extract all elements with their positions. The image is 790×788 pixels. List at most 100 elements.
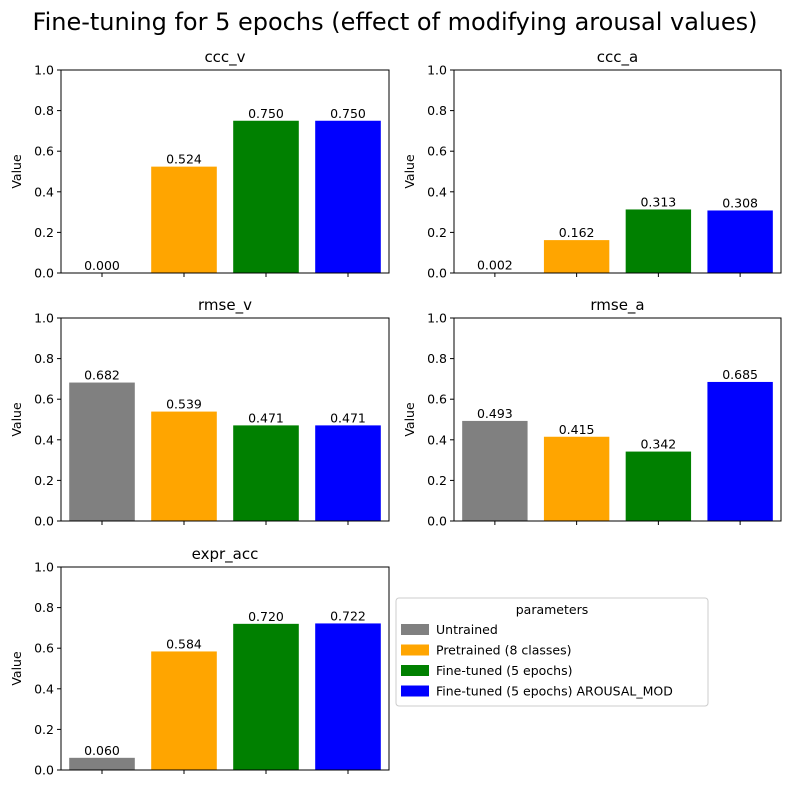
subplot-title: ccc_a — [597, 48, 638, 67]
subplot-expr-acc: expr_acc Value 0.0 0.2 0.4 0.6 0.8 1.0 0.060 0.58… — [9, 545, 390, 778]
axes-frame — [60, 566, 390, 771]
bar-untrained — [69, 757, 135, 770]
data-label: 0.162 — [559, 225, 595, 240]
figure-title: Fine-tuning for 5 epochs (effect of modi… — [33, 8, 758, 36]
bar-fine-tuned-5-epochs — [625, 209, 692, 273]
bar-fine-tuned-5-epochs-arousal-mod — [707, 381, 773, 521]
subplot-title: rmse_a — [590, 296, 644, 315]
subplot-rmse-v: rmse_v Value 0.0 0.2 0.4 0.6 0.8 1.0 0.682 0.539 0… — [9, 296, 390, 529]
data-label: 0.000 — [84, 258, 120, 273]
y-axis-label: Value — [9, 402, 24, 437]
y-axis-label: Value — [9, 651, 24, 686]
y-tick-label: 0.0 — [34, 514, 54, 529]
legend-label: Fine-tuned (5 epochs) AROUSAL_MOD — [436, 684, 673, 699]
data-label: 0.584 — [166, 636, 202, 651]
legend-label: Pretrained (8 classes) — [436, 643, 571, 658]
legend-frame — [395, 597, 709, 707]
y-tick-label: 0.4 — [34, 432, 54, 447]
data-label: 0.313 — [640, 194, 676, 209]
bar-untrained — [69, 382, 135, 521]
y-tick-label: 0.6 — [34, 392, 54, 407]
data-label: 0.720 — [248, 609, 284, 624]
legend-label: Untrained — [436, 622, 498, 637]
y-tick-label: 0.8 — [427, 103, 447, 118]
y-tick-label: 0.6 — [34, 144, 54, 159]
y-tick-label: 0.2 — [34, 722, 54, 737]
bar-fine-tuned-5-epochs-arousal-mod — [707, 210, 773, 273]
axes-frame — [453, 317, 782, 522]
y-tick-label: 1.0 — [427, 311, 447, 326]
legend-label: Fine-tuned (5 epochs) — [436, 663, 572, 678]
data-label: 0.415 — [559, 422, 595, 437]
data-label: 0.750 — [330, 106, 366, 121]
axes-frame — [60, 317, 390, 522]
y-tick-label: 0.4 — [34, 681, 54, 696]
subplot-rmse-a: rmse_a Value 0.0 0.2 0.4 0.6 0.8 1.0 0.493 0.415 0… — [402, 296, 782, 529]
data-label: 0.308 — [722, 195, 758, 210]
y-tick-label: 0.0 — [427, 514, 447, 529]
y-axis-label: Value — [9, 154, 24, 189]
y-tick-label: 0.6 — [427, 144, 447, 159]
bar-pretrained-8-classes — [151, 651, 217, 770]
bar-fine-tuned-5-epochs — [233, 623, 299, 770]
y-tick-label: 0.2 — [427, 225, 447, 240]
y-tick-label: 1.0 — [427, 63, 447, 78]
axes-frame — [60, 69, 390, 274]
legend-swatch-pretrained-8-classes — [401, 644, 429, 656]
data-label: 0.002 — [477, 258, 513, 273]
subplot-title: ccc_v — [204, 48, 245, 67]
bar-fine-tuned-5-epochs — [233, 120, 299, 273]
y-tick-label: 1.0 — [34, 560, 54, 575]
bar-pretrained-8-classes — [151, 166, 217, 273]
y-tick-label: 0.2 — [34, 225, 54, 240]
bar-pretrained-8-classes — [543, 240, 610, 273]
legend-swatch-untrained — [401, 624, 429, 635]
y-tick-label: 0.0 — [427, 266, 447, 281]
legend-swatch-fine-tuned-5-epochs — [401, 665, 429, 676]
y-tick-label: 0.6 — [34, 641, 54, 656]
y-tick-label: 0.8 — [34, 600, 54, 615]
y-tick-label: 0.2 — [34, 473, 54, 488]
bar-fine-tuned-5-epochs-arousal-mod — [315, 120, 381, 273]
y-axis-label: Value — [402, 402, 417, 437]
data-label: 0.493 — [477, 406, 513, 421]
y-tick-label: 1.0 — [34, 311, 54, 326]
bar-untrained — [462, 420, 528, 521]
legend-items: Untrained Pretrained (8 classes) Fine-tune… — [401, 622, 673, 699]
y-tick-label: 0.0 — [34, 763, 54, 778]
y-tick-label: 0.8 — [427, 351, 447, 366]
data-label: 0.722 — [330, 608, 366, 623]
y-tick-label: 0.4 — [427, 432, 447, 447]
data-label: 0.342 — [640, 437, 676, 452]
subplot-ccc-v: ccc_v Value 0.0 0.2 0.4 0.6 0.8 1.0 0.000 0.524 0.… — [9, 48, 390, 281]
subplot-title: rmse_v — [198, 296, 252, 315]
bar-pretrained-8-classes — [151, 411, 217, 521]
legend-title: parameters — [516, 602, 589, 617]
data-label: 0.060 — [84, 743, 120, 758]
data-label: 0.682 — [84, 368, 120, 383]
bar-fine-tuned-5-epochs-arousal-mod — [315, 425, 381, 521]
subplot-ccc-a: ccc_a Value 0.0 0.2 0.4 0.6 0.8 1.0 0.002 0.162 0.… — [402, 48, 782, 281]
data-label: 0.685 — [722, 367, 758, 382]
y-tick-label: 1.0 — [34, 63, 54, 78]
y-tick-label: 0.6 — [427, 392, 447, 407]
y-axis-label: Value — [402, 154, 417, 189]
y-tick-label: 0.0 — [34, 266, 54, 281]
y-tick-label: 0.4 — [34, 184, 54, 199]
bar-fine-tuned-5-epochs — [233, 425, 299, 521]
data-label: 0.471 — [248, 410, 284, 425]
y-tick-label: 0.8 — [34, 351, 54, 366]
y-tick-label: 0.8 — [34, 103, 54, 118]
data-label: 0.524 — [166, 152, 202, 167]
bar-fine-tuned-5-epochs — [625, 451, 692, 521]
data-label: 0.750 — [248, 106, 284, 121]
legend: parameters Untrained Pretrained (8 classe… — [395, 597, 709, 707]
bar-fine-tuned-5-epochs-arousal-mod — [315, 623, 381, 770]
data-label: 0.539 — [166, 397, 202, 412]
legend-swatch-fine-tuned-5-epochs-arousal-mod — [401, 685, 429, 697]
axes-frame — [453, 69, 782, 274]
y-tick-label: 0.2 — [427, 473, 447, 488]
data-label: 0.471 — [330, 410, 366, 425]
y-tick-label: 0.4 — [427, 184, 447, 199]
